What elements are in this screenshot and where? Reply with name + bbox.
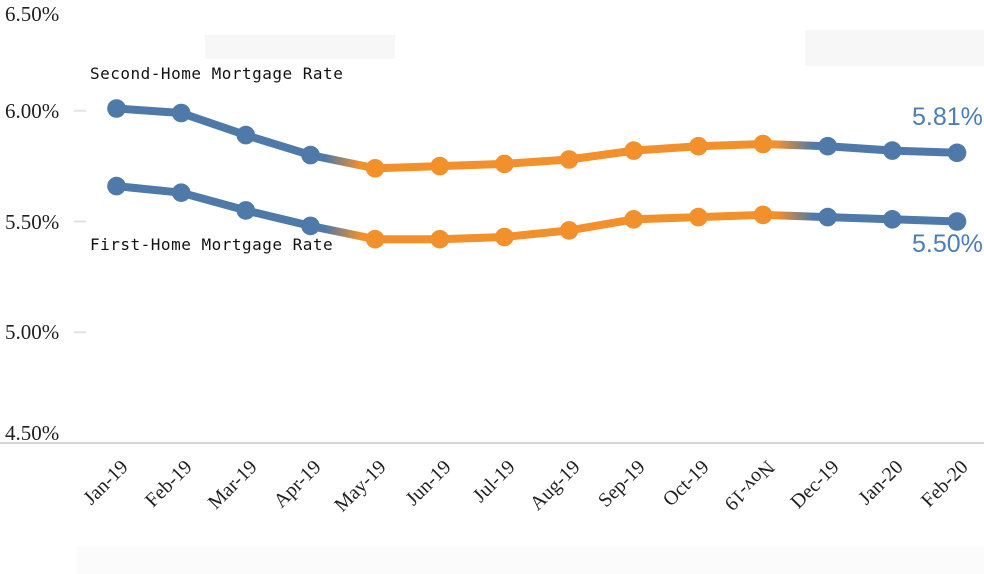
data-point xyxy=(624,141,643,160)
data-point xyxy=(107,176,126,196)
data-point xyxy=(301,216,320,236)
data-point xyxy=(236,125,256,145)
series-label-first-home: First-Home Mortgage Rate xyxy=(90,235,334,254)
data-point xyxy=(559,221,579,240)
data-point xyxy=(753,134,773,154)
data-point xyxy=(947,212,967,231)
end-value-label-second-home: 5.81% xyxy=(912,103,983,131)
color-transition-segment xyxy=(759,210,832,222)
end-value-label-first-home: 5.50% xyxy=(912,230,983,258)
y-tick-label-5-00pct: 5.00% xyxy=(5,320,60,345)
data-point xyxy=(947,143,967,163)
data-point xyxy=(236,201,256,220)
data-point xyxy=(430,229,450,249)
data-point xyxy=(365,229,385,249)
data-point xyxy=(624,210,643,229)
color-transition-segment xyxy=(759,139,832,151)
data-point xyxy=(301,145,320,165)
data-point xyxy=(689,207,708,227)
series-line-blue-start-0 xyxy=(112,104,315,160)
data-point xyxy=(365,159,385,178)
data-point xyxy=(883,210,902,229)
data-point xyxy=(818,207,837,227)
data-point xyxy=(171,183,191,202)
data-point xyxy=(495,154,514,174)
data-point xyxy=(430,156,450,176)
data-point xyxy=(171,103,191,123)
data-point xyxy=(107,99,126,118)
series-line-blue-start-1 xyxy=(112,182,315,230)
y-tick-label-5-50pct: 5.50% xyxy=(5,209,60,234)
data-point xyxy=(495,227,514,247)
data-point xyxy=(753,205,773,225)
data-point xyxy=(559,150,579,169)
color-transition-segment xyxy=(306,151,380,173)
data-point xyxy=(818,136,837,156)
data-point xyxy=(883,141,902,160)
color-transition-segment xyxy=(306,221,380,244)
data-point xyxy=(689,136,708,156)
y-tick-label-6-00pct: 6.00% xyxy=(5,98,60,123)
series-label-second-home: Second-Home Mortgage Rate xyxy=(90,64,344,83)
y-tick-label-4-50pct: 4.50% xyxy=(5,421,60,445)
y-tick-label-6-50pct: 6.50% xyxy=(5,2,60,26)
